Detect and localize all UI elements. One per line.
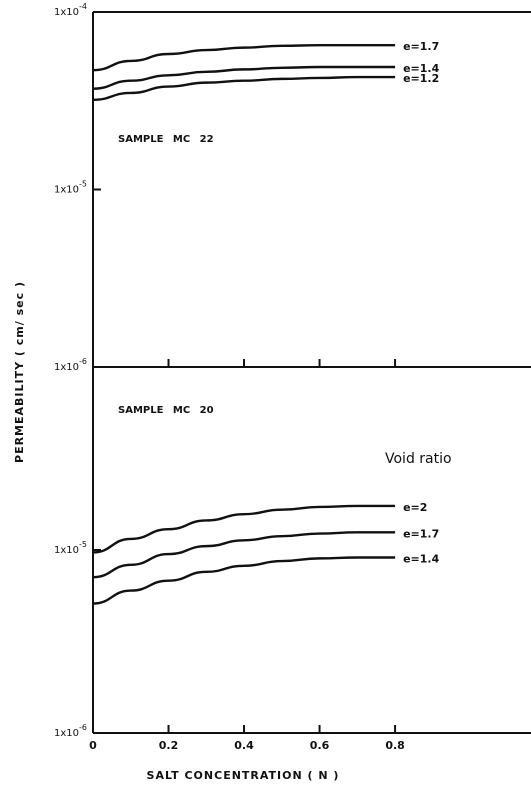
y-tick-base: 1x10 bbox=[54, 185, 79, 196]
x-tick-label: 0.6 bbox=[310, 739, 330, 752]
curve-label: e=1.7 bbox=[403, 527, 439, 540]
curve bbox=[92, 44, 396, 72]
y-tick-label: 1x10-5 bbox=[54, 540, 87, 557]
y-tick-exp: -5 bbox=[79, 540, 87, 549]
annotation: SAMPLE MC 20 bbox=[118, 405, 214, 416]
y-axis-label: PERMEABILITY ( cm/ sec ) bbox=[13, 281, 26, 463]
curve bbox=[92, 75, 396, 102]
y-tick-label: 1x10-6 bbox=[54, 723, 87, 740]
curve bbox=[92, 65, 396, 90]
curve bbox=[92, 531, 396, 579]
curve bbox=[92, 504, 396, 554]
y-tick-label: 1x10-5 bbox=[54, 179, 87, 196]
curve-label: e=2 bbox=[403, 501, 427, 514]
y-tick-base: 1x10 bbox=[54, 545, 79, 556]
curve-label: e=1.7 bbox=[403, 40, 439, 53]
x-tick-label: 0.2 bbox=[159, 739, 179, 752]
legend-title: Void ratio bbox=[385, 451, 452, 467]
y-tick-base: 1x10 bbox=[54, 728, 79, 739]
y-tick-base: 1x10 bbox=[54, 362, 79, 373]
x-tick-label: 0.4 bbox=[234, 739, 254, 752]
annotation: SAMPLE MC 22 bbox=[118, 134, 214, 145]
y-tick-base: 1x10 bbox=[54, 7, 79, 18]
curve-label: e=1.4 bbox=[403, 552, 440, 565]
curve bbox=[92, 556, 396, 605]
curve-label: e=1.2 bbox=[403, 72, 439, 85]
x-tick-label: 0.8 bbox=[385, 739, 405, 752]
y-tick-exp: -6 bbox=[79, 723, 87, 732]
y-tick-exp: -4 bbox=[79, 2, 87, 11]
curve-label: e=1.4 bbox=[403, 62, 440, 75]
y-tick-exp: -5 bbox=[79, 179, 87, 188]
x-axis-label: SALT CONCENTRATION ( N ) bbox=[147, 769, 340, 782]
y-tick-exp: -6 bbox=[79, 357, 87, 366]
y-tick-label: 1x10-6 bbox=[54, 357, 87, 374]
y-tick-label: 1x10-4 bbox=[54, 2, 87, 19]
x-tick-label: 0 bbox=[89, 739, 97, 752]
